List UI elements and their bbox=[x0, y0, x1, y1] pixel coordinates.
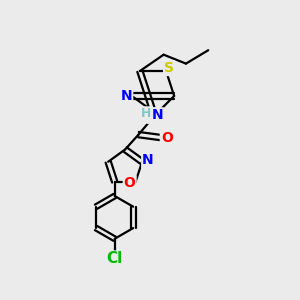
Text: H: H bbox=[141, 107, 152, 120]
Text: N: N bbox=[142, 153, 154, 167]
Text: O: O bbox=[161, 130, 173, 145]
Text: N: N bbox=[121, 89, 132, 103]
Text: S: S bbox=[164, 61, 174, 75]
Text: Cl: Cl bbox=[106, 251, 123, 266]
Text: N: N bbox=[147, 109, 159, 123]
Text: N: N bbox=[152, 108, 163, 122]
Text: O: O bbox=[124, 176, 136, 190]
